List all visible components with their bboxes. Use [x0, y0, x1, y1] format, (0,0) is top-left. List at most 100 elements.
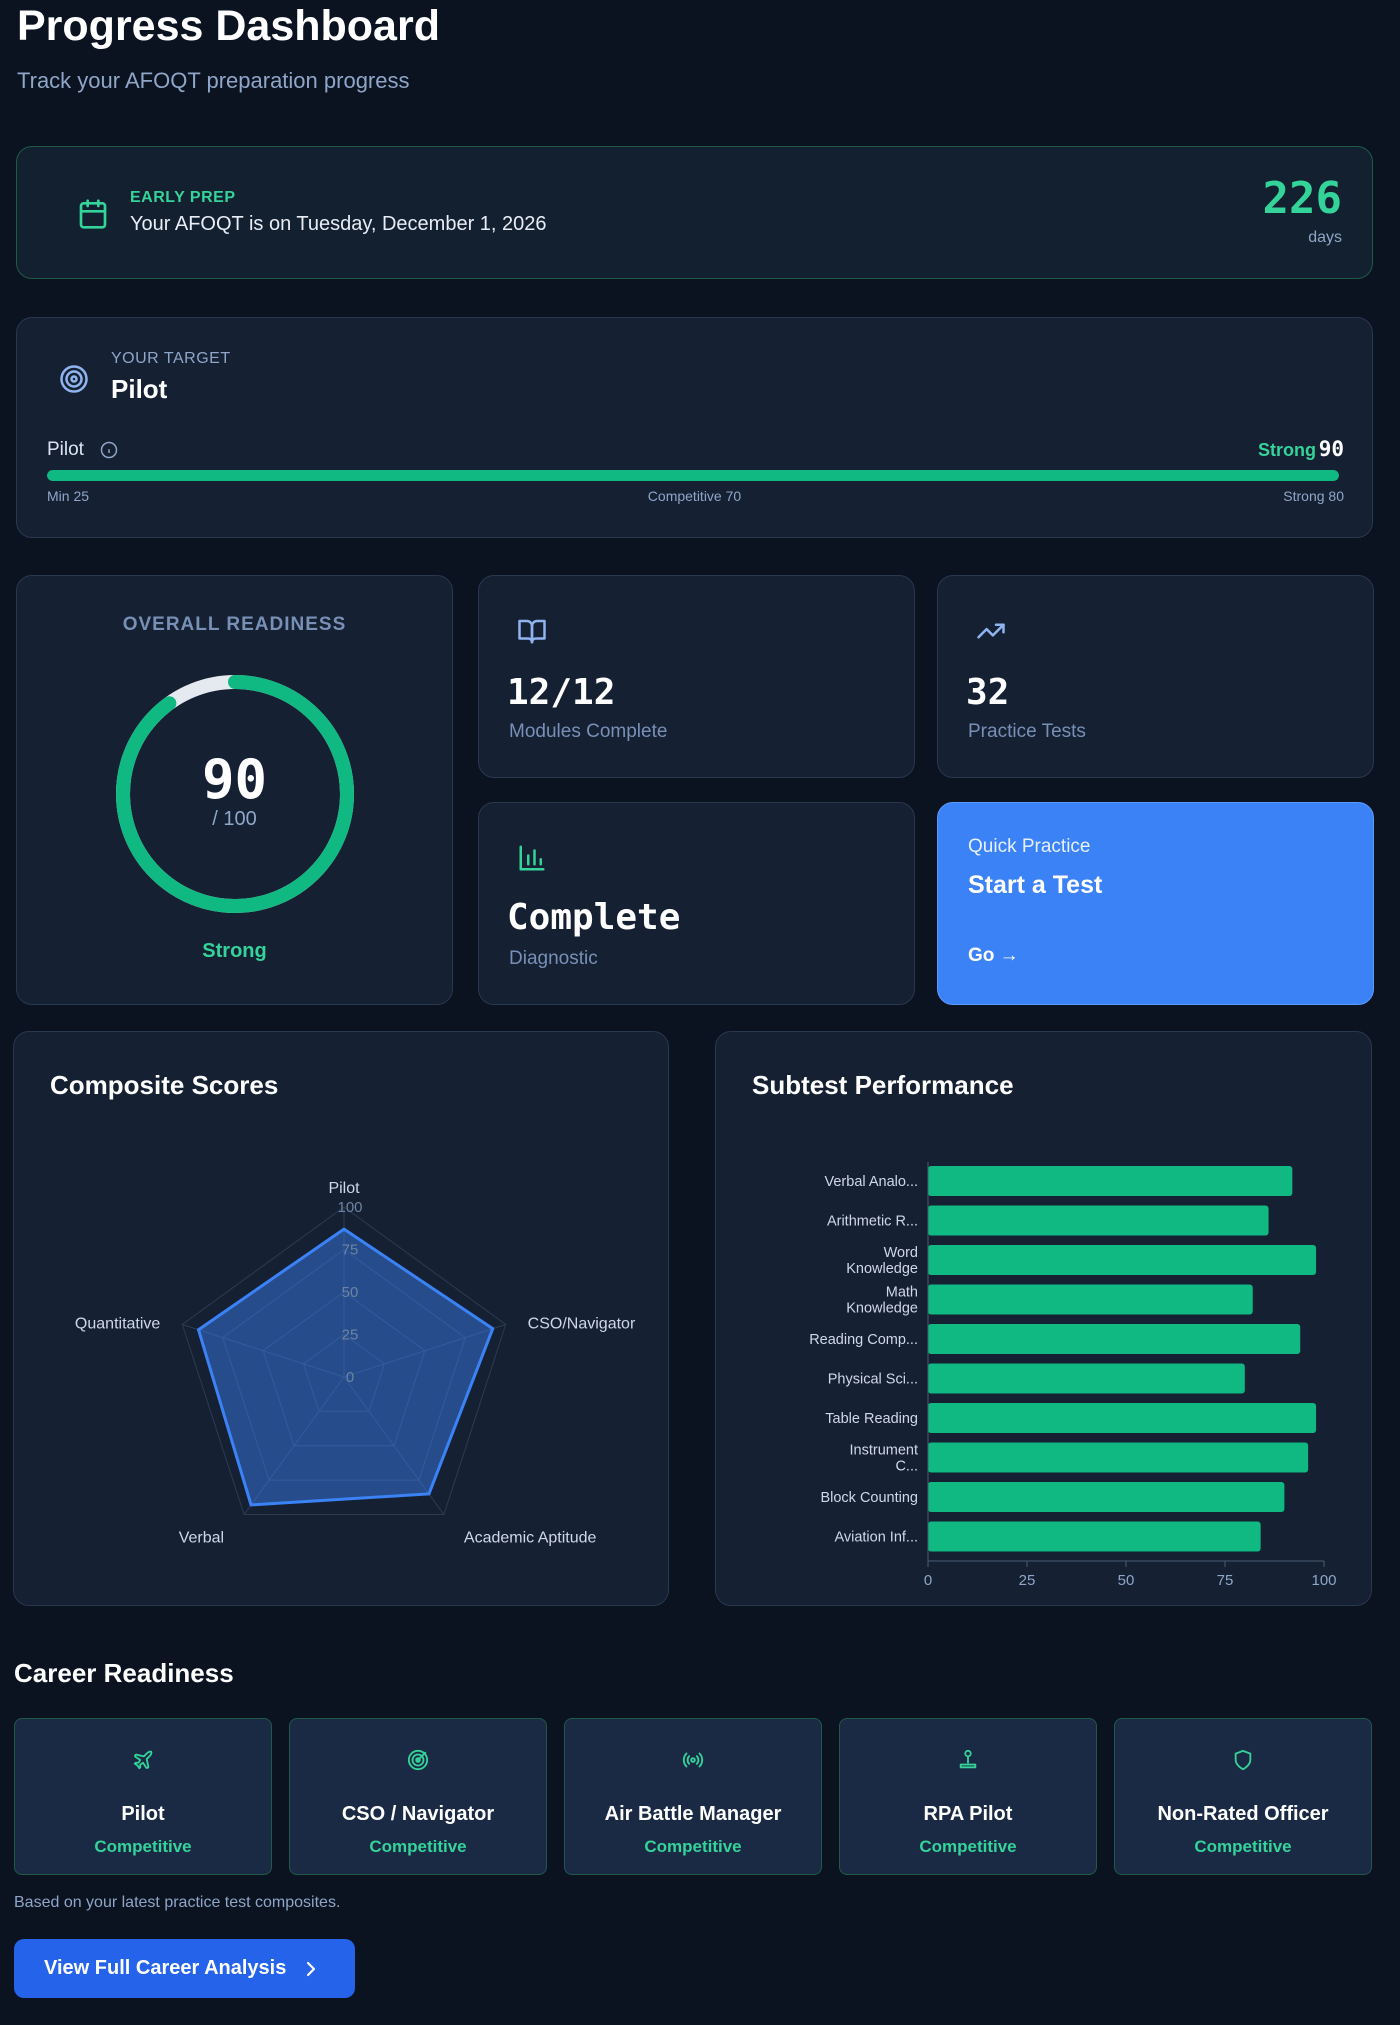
career-status: Competitive [919, 1837, 1017, 1856]
joystick-icon [840, 1749, 1096, 1771]
diagnostic-card[interactable]: Complete Diagnostic [478, 802, 915, 1005]
subtest-bar [928, 1442, 1309, 1473]
exam-countdown-card: EARLY PREP Your AFOQT is on Tuesday, Dec… [16, 146, 1373, 279]
calendar-icon [77, 197, 109, 236]
composite-scores-card: Composite Scores 0 25 50 75 100 Pilot CSO/Navi… [13, 1031, 669, 1606]
subtest-performance-card: Subtest Performance Verbal Analo... Arith… [715, 1031, 1372, 1606]
subtest-category-label: Table Reading [825, 1411, 918, 1427]
target-score: 90 [1318, 437, 1344, 461]
subtest-category-label: Verbal Analo... [824, 1174, 918, 1190]
subtest-category-label: Instrument [850, 1443, 919, 1459]
subtest-bar [928, 1205, 1269, 1236]
career-card-pilot[interactable]: Pilot Competitive [14, 1718, 272, 1875]
radar-icon [290, 1749, 546, 1771]
career-card-rpa-pilot[interactable]: RPA Pilot Competitive [839, 1718, 1097, 1875]
subtest-bar [928, 1521, 1261, 1552]
bar-x-tick-label: 25 [1019, 1572, 1036, 1589]
target-label: YOUR TARGET [111, 350, 231, 367]
go-link[interactable]: Go → [968, 945, 1019, 966]
radar-point [427, 1492, 431, 1496]
career-status: Competitive [369, 1837, 467, 1856]
bar-x-tick-label: 75 [1217, 1572, 1234, 1589]
career-status: Competitive [94, 1837, 192, 1856]
subtest-category-label: Math [886, 1285, 918, 1301]
start-test-title: Start a Test [968, 871, 1103, 899]
tick-competitive: Competitive 70 [647, 488, 742, 504]
tick-strong: Strong 80 [1283, 488, 1344, 504]
days-remaining: 226 [1262, 173, 1342, 224]
readiness-denominator: / 100 [212, 808, 257, 830]
gauge-fill [116, 675, 354, 913]
career-footnote: Based on your latest practice test compo… [14, 1894, 341, 1911]
radar-spoke [182, 1323, 345, 1378]
subtest-category-label: C... [895, 1459, 918, 1475]
prep-phase-label: EARLY PREP [130, 189, 236, 206]
subtest-category-label: Arithmetic R... [827, 1214, 918, 1230]
career-card-cso-navigator[interactable]: CSO / Navigator Competitive [289, 1718, 547, 1875]
subtest-bar [928, 1324, 1301, 1354]
target-bar-label: Pilot [47, 439, 84, 460]
trending-up-icon [976, 616, 1006, 651]
radar-tick-label: 75 [342, 1242, 359, 1259]
modules-label: Modules Complete [509, 721, 668, 742]
subtest-bar [928, 1403, 1317, 1433]
career-name: RPA Pilot [923, 1803, 1013, 1825]
readiness-gauge [116, 675, 354, 913]
tick-min: Min 25 [47, 488, 90, 504]
modules-card[interactable]: 12/12 Modules Complete [478, 575, 915, 778]
career-card-non-rated-officer[interactable]: Non-Rated Officer Competitive [1114, 1718, 1372, 1875]
career-name: CSO / Navigator [341, 1803, 495, 1825]
target-icon [59, 364, 89, 399]
view-career-analysis-button[interactable]: View Full Career Analysis [14, 1939, 355, 1998]
bar-x-tick-label: 0 [924, 1572, 932, 1589]
radar-category-label: Academic Aptitude [464, 1530, 597, 1547]
diagnostic-value: Complete [507, 897, 681, 938]
target-progress-bar [47, 470, 1339, 481]
radar-tick-label: 25 [342, 1327, 359, 1344]
subtest-category-label: Reading Comp... [809, 1332, 918, 1348]
career-status: Competitive [644, 1837, 742, 1856]
target-level: Strong [1258, 440, 1316, 460]
radar-tick-label: 0 [346, 1369, 354, 1386]
radar-category-label: Verbal [179, 1530, 224, 1547]
readiness-score: 90 [201, 748, 268, 811]
radar-point [249, 1503, 253, 1507]
subtest-performance-title: Subtest Performance [752, 1070, 1014, 1100]
subtest-category-label: Physical Sci... [828, 1372, 918, 1388]
radar-grid-ring [181, 1206, 507, 1516]
subtest-bar [928, 1482, 1285, 1512]
modules-value: 12/12 [507, 672, 616, 713]
bar-chart-icon [517, 843, 547, 878]
subtest-bar [928, 1284, 1253, 1315]
target-career: Pilot [111, 374, 168, 404]
subtest-category-label: Block Counting [820, 1490, 918, 1506]
radar-chart: 0 25 50 75 100 Pilot CSO/Navigator Academic Apt… [75, 1180, 636, 1547]
chevron-right-icon [307, 1961, 316, 1976]
radar-spoke [343, 1323, 506, 1378]
radar-grid-ring [302, 1333, 386, 1412]
bar-chart: Verbal Analo... Arithmetic R... Word Knowle… [809, 1162, 1337, 1589]
career-card-air-battle-manager[interactable]: Air Battle Manager Competitive [564, 1718, 822, 1875]
quick-practice-card[interactable]: Quick Practice Start a Test Go → [937, 802, 1374, 1005]
career-name: Air Battle Manager [604, 1803, 782, 1825]
days-unit: days [1308, 229, 1342, 246]
radar-spoke [243, 1376, 345, 1515]
info-icon[interactable] [100, 441, 118, 464]
radar-series-area [196, 1227, 495, 1507]
subtest-bar [928, 1363, 1245, 1394]
subtest-category-label: Knowledge [846, 1301, 918, 1317]
subtest-category-label: Word [884, 1245, 918, 1261]
page-subtitle: Track your AFOQT preparation progress [17, 68, 410, 93]
radar-spoke [343, 1376, 445, 1515]
radar-category-label: Quantitative [75, 1315, 160, 1332]
practice-tests-value: 32 [966, 672, 1010, 713]
exam-date-text: Your AFOQT is on Tuesday, December 1, 20… [130, 213, 547, 235]
bar-x-tick-label: 100 [1311, 1572, 1336, 1589]
career-name: Pilot [121, 1803, 165, 1825]
overall-readiness-card: OVERALL READINESS 90 / 100 Strong [16, 575, 453, 1005]
broadcast-icon [565, 1749, 821, 1771]
quick-practice-label: Quick Practice [968, 836, 1091, 857]
cta-label: View Full Career Analysis [44, 1957, 287, 1979]
page-title: Progress Dashboard [17, 2, 440, 50]
practice-tests-card[interactable]: 32 Practice Tests [937, 575, 1374, 778]
